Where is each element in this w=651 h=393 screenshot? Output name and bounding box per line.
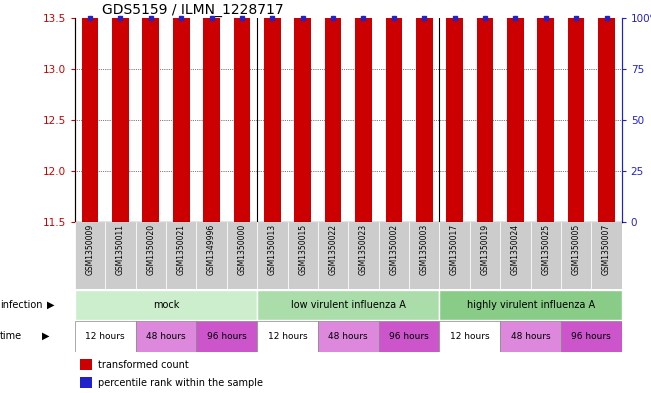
Bar: [75, 222, 105, 289]
Bar: [439, 321, 500, 352]
Bar: [561, 222, 591, 289]
Bar: [500, 222, 531, 289]
Bar: [80, 359, 92, 370]
Bar: [591, 222, 622, 289]
Bar: [227, 222, 257, 289]
Bar: [257, 222, 288, 289]
Text: transformed count: transformed count: [98, 360, 189, 370]
Bar: [112, 0, 129, 222]
Bar: [531, 222, 561, 289]
Text: 48 hours: 48 hours: [511, 332, 550, 341]
Text: GSM1349996: GSM1349996: [207, 224, 216, 275]
Bar: [500, 321, 561, 352]
Bar: [197, 321, 257, 352]
Text: percentile rank within the sample: percentile rank within the sample: [98, 378, 263, 388]
Bar: [257, 290, 439, 320]
Text: GSM1350017: GSM1350017: [450, 224, 459, 275]
Bar: [325, 0, 341, 222]
Bar: [537, 0, 554, 222]
Bar: [355, 0, 372, 222]
Text: highly virulent influenza A: highly virulent influenza A: [467, 300, 594, 310]
Bar: [507, 0, 523, 222]
Bar: [379, 321, 439, 352]
Text: ▶: ▶: [47, 299, 55, 310]
Bar: [75, 321, 135, 352]
Bar: [598, 0, 615, 222]
Text: GSM1350013: GSM1350013: [268, 224, 277, 275]
Text: GSM1350023: GSM1350023: [359, 224, 368, 275]
Text: 48 hours: 48 hours: [146, 332, 186, 341]
Text: mock: mock: [153, 300, 179, 310]
Bar: [166, 222, 197, 289]
Bar: [409, 222, 439, 289]
Bar: [75, 290, 257, 320]
Text: 12 hours: 12 hours: [268, 332, 307, 341]
Bar: [439, 222, 470, 289]
Text: GDS5159 / ILMN_1228717: GDS5159 / ILMN_1228717: [102, 3, 284, 17]
Text: 12 hours: 12 hours: [450, 332, 490, 341]
Text: GSM1350002: GSM1350002: [389, 224, 398, 275]
Text: 96 hours: 96 hours: [207, 332, 247, 341]
Text: GSM1350000: GSM1350000: [238, 224, 247, 275]
Bar: [173, 0, 189, 222]
Text: GSM1350020: GSM1350020: [146, 224, 156, 275]
Bar: [294, 0, 311, 222]
Text: low virulent influenza A: low virulent influenza A: [291, 300, 406, 310]
Text: 96 hours: 96 hours: [572, 332, 611, 341]
Bar: [318, 321, 379, 352]
Text: GSM1350005: GSM1350005: [572, 224, 581, 275]
Text: GSM1350021: GSM1350021: [176, 224, 186, 275]
Bar: [105, 222, 135, 289]
Bar: [82, 0, 98, 222]
Bar: [264, 0, 281, 222]
Bar: [80, 377, 92, 388]
Bar: [568, 0, 585, 222]
Text: GSM1350003: GSM1350003: [420, 224, 429, 275]
Text: GSM1350022: GSM1350022: [329, 224, 338, 275]
Text: time: time: [0, 331, 22, 341]
Text: GSM1350007: GSM1350007: [602, 224, 611, 275]
Bar: [135, 321, 197, 352]
Bar: [446, 0, 463, 222]
Bar: [135, 222, 166, 289]
Bar: [234, 0, 250, 222]
Bar: [257, 321, 318, 352]
Text: ▶: ▶: [42, 331, 50, 341]
Bar: [318, 222, 348, 289]
Bar: [439, 290, 622, 320]
Bar: [385, 0, 402, 222]
Bar: [348, 222, 379, 289]
Bar: [470, 222, 500, 289]
Text: 48 hours: 48 hours: [329, 332, 368, 341]
Bar: [561, 321, 622, 352]
Bar: [197, 222, 227, 289]
Bar: [288, 222, 318, 289]
Bar: [203, 0, 220, 222]
Text: infection: infection: [0, 299, 42, 310]
Bar: [477, 0, 493, 222]
Text: GSM1350025: GSM1350025: [541, 224, 550, 275]
Text: GSM1350015: GSM1350015: [298, 224, 307, 275]
Text: GSM1350024: GSM1350024: [511, 224, 520, 275]
Text: GSM1350019: GSM1350019: [480, 224, 490, 275]
Bar: [143, 0, 159, 222]
Bar: [416, 0, 432, 222]
Text: GSM1350011: GSM1350011: [116, 224, 125, 275]
Bar: [379, 222, 409, 289]
Text: GSM1350009: GSM1350009: [85, 224, 94, 275]
Text: 12 hours: 12 hours: [85, 332, 125, 341]
Text: 96 hours: 96 hours: [389, 332, 429, 341]
